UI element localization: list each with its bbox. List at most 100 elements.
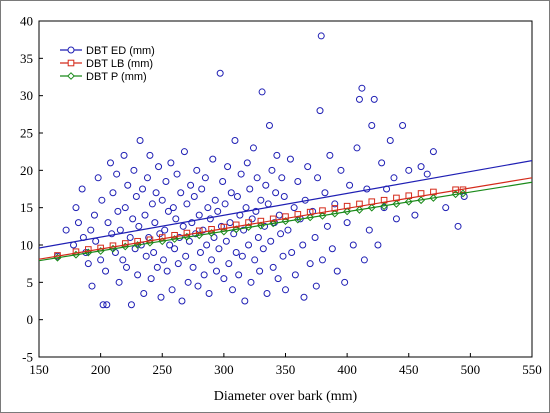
y-tick-label: 15 xyxy=(20,200,33,215)
data-point xyxy=(392,215,400,223)
x-tick-label: 550 xyxy=(522,362,542,377)
legend-item-2: DBT P (mm) xyxy=(60,71,147,83)
data-point xyxy=(429,148,437,156)
legend-marker xyxy=(67,59,75,67)
data-point xyxy=(209,155,217,163)
data-point xyxy=(232,225,241,234)
data-point xyxy=(139,185,147,193)
data-point xyxy=(328,245,336,253)
data-point xyxy=(121,240,129,247)
data-point xyxy=(232,248,240,256)
y-tick-label: 35 xyxy=(20,51,33,66)
data-point xyxy=(130,166,138,174)
data-point xyxy=(199,226,207,234)
data-point xyxy=(129,215,137,223)
data-point xyxy=(114,207,122,215)
data-point xyxy=(189,263,197,271)
data-point xyxy=(164,207,172,215)
data-point xyxy=(72,204,80,212)
data-point xyxy=(253,174,261,182)
data-point xyxy=(215,245,223,253)
x-tick-label: 400 xyxy=(337,362,357,377)
data-point xyxy=(268,166,276,174)
data-point xyxy=(277,230,285,238)
data-point xyxy=(208,256,216,264)
data-point xyxy=(187,181,195,189)
data-point xyxy=(312,282,320,290)
data-point xyxy=(222,237,230,245)
data-point xyxy=(251,256,259,264)
data-point xyxy=(454,222,462,230)
legend-marker xyxy=(67,46,75,54)
fit-line-2 xyxy=(39,181,532,262)
plot-area xyxy=(38,20,533,358)
data-point xyxy=(243,159,251,167)
data-point xyxy=(261,222,269,230)
data-point xyxy=(220,275,228,283)
data-point xyxy=(74,219,82,227)
data-point xyxy=(367,203,376,212)
data-point xyxy=(288,248,296,256)
legend-item-0: DBT ED (mm) xyxy=(60,45,155,57)
data-point xyxy=(121,204,129,212)
data-point xyxy=(141,211,149,219)
data-point xyxy=(374,241,382,249)
data-point xyxy=(140,290,148,298)
data-point xyxy=(88,282,96,290)
y-tick-label: 25 xyxy=(20,126,33,141)
data-point xyxy=(190,192,198,200)
data-point xyxy=(185,237,193,245)
x-tick-label: 250 xyxy=(153,362,173,377)
data-point xyxy=(282,286,289,294)
data-point xyxy=(148,200,156,208)
data-point xyxy=(279,252,287,260)
data-point xyxy=(417,163,425,171)
data-point xyxy=(274,275,282,283)
data-point xyxy=(227,189,235,197)
data-point xyxy=(183,229,191,237)
data-point xyxy=(155,163,163,171)
fit-line-1 xyxy=(39,177,532,260)
data-point xyxy=(368,122,376,130)
data-point xyxy=(380,204,388,212)
data-point xyxy=(178,297,186,305)
data-point xyxy=(184,278,192,286)
y-tick-label: 30 xyxy=(20,88,33,103)
data-point xyxy=(265,122,273,130)
data-point xyxy=(151,219,159,227)
data-point xyxy=(84,260,92,268)
data-point xyxy=(273,151,281,159)
y-tick-label: 5 xyxy=(27,275,34,290)
data-point xyxy=(269,219,278,228)
data-point xyxy=(343,207,352,216)
data-point xyxy=(319,207,326,214)
data-point xyxy=(108,230,116,238)
data-point xyxy=(168,286,176,294)
data-point xyxy=(163,267,171,275)
data-point xyxy=(247,278,255,286)
data-point xyxy=(143,174,151,182)
data-point xyxy=(136,136,144,144)
data-point xyxy=(365,226,373,234)
data-point xyxy=(216,69,224,77)
data-point xyxy=(330,209,339,218)
data-point xyxy=(235,271,243,279)
data-point xyxy=(162,178,170,186)
data-point xyxy=(306,260,314,268)
y-tick-label: -5 xyxy=(22,350,33,365)
data-point xyxy=(331,200,339,208)
data-point xyxy=(166,241,174,249)
data-point xyxy=(196,248,204,256)
data-point xyxy=(221,200,229,208)
data-point xyxy=(256,267,264,275)
data-point xyxy=(171,231,178,239)
data-point xyxy=(267,237,275,245)
data-point xyxy=(278,174,286,182)
data-point xyxy=(206,215,214,223)
data-point xyxy=(249,144,257,152)
data-point xyxy=(323,222,331,230)
data-point xyxy=(281,217,290,226)
data-point xyxy=(205,290,213,298)
data-point xyxy=(317,32,325,40)
